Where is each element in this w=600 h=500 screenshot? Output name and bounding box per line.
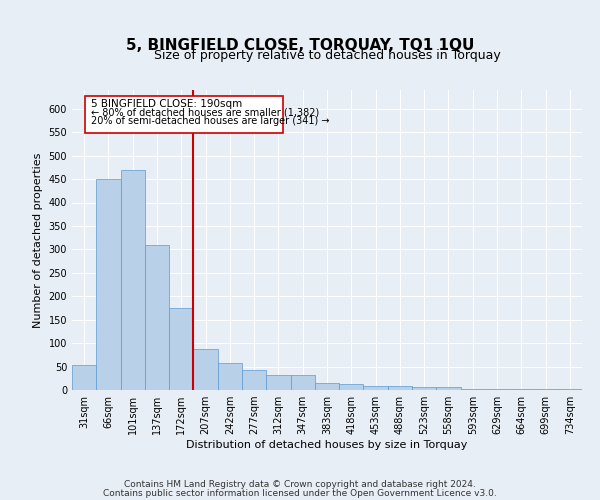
Bar — [485, 389, 509, 390]
Bar — [169, 308, 193, 390]
Bar — [339, 384, 364, 390]
Bar — [242, 370, 266, 390]
Text: Contains public sector information licensed under the Open Government Licence v3: Contains public sector information licen… — [103, 489, 497, 498]
Text: 5, BINGFIELD CLOSE, TORQUAY, TQ1 1QU: 5, BINGFIELD CLOSE, TORQUAY, TQ1 1QU — [126, 38, 474, 52]
Text: 20% of semi-detached houses are larger (341) →: 20% of semi-detached houses are larger (… — [91, 116, 330, 126]
Bar — [509, 389, 533, 390]
Title: Size of property relative to detached houses in Torquay: Size of property relative to detached ho… — [154, 50, 500, 62]
X-axis label: Distribution of detached houses by size in Torquay: Distribution of detached houses by size … — [187, 440, 467, 450]
Bar — [388, 386, 412, 390]
Bar — [193, 349, 218, 390]
Bar — [266, 374, 290, 390]
Bar — [315, 383, 339, 390]
Text: 5 BINGFIELD CLOSE: 190sqm: 5 BINGFIELD CLOSE: 190sqm — [91, 100, 242, 110]
Bar — [121, 170, 145, 390]
Y-axis label: Number of detached properties: Number of detached properties — [33, 152, 43, 328]
Bar — [145, 244, 169, 390]
Text: ← 80% of detached houses are smaller (1,382): ← 80% of detached houses are smaller (1,… — [91, 108, 320, 118]
Bar — [218, 364, 242, 390]
Bar — [96, 179, 121, 390]
Bar — [364, 386, 388, 390]
FancyBboxPatch shape — [85, 96, 283, 133]
Bar — [290, 374, 315, 390]
Text: Contains HM Land Registry data © Crown copyright and database right 2024.: Contains HM Land Registry data © Crown c… — [124, 480, 476, 489]
Bar — [461, 389, 485, 390]
Bar — [558, 389, 582, 390]
Bar — [436, 386, 461, 390]
Bar — [72, 365, 96, 390]
Bar — [412, 387, 436, 390]
Bar — [533, 389, 558, 390]
